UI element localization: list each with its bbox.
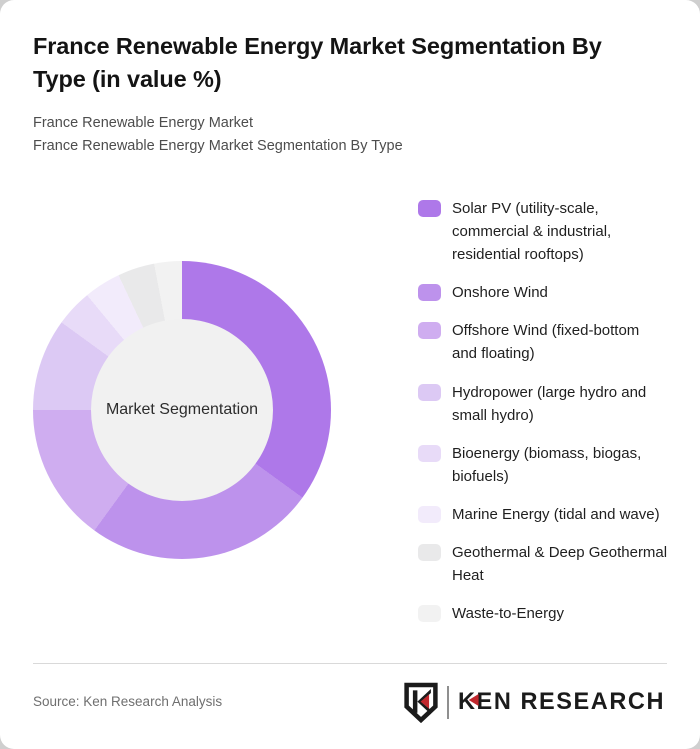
subtitle-line-1: France Renewable Energy Market: [33, 115, 254, 131]
page-title: France Renewable Energy Market Segmentat…: [33, 33, 602, 93]
brand-wordmark: K EN RESEARCH: [458, 688, 665, 716]
legend-item: Hydropower (large hydro and small hydro): [418, 381, 668, 427]
legend-label: Geothermal & Deep Geothermal Heat: [452, 544, 668, 585]
legend-swatch-icon: [418, 605, 441, 623]
legend-label: Offshore Wind (fixed-bottom and floating…: [452, 322, 640, 363]
legend-label: Bioenergy (biomass, biogas, biofuels): [452, 444, 642, 485]
legend-swatch-icon: [418, 444, 441, 462]
legend-item: Geothermal & Deep Geothermal Heat: [418, 541, 668, 587]
legend-swatch-icon: [418, 284, 441, 302]
ken-research-logo: K EN RESEARCH: [403, 681, 669, 723]
legend-swatch-icon: [418, 505, 441, 523]
legend-swatch-icon: [418, 322, 441, 340]
legend-swatch-icon: [418, 544, 441, 562]
legend-item: Offshore Wind (fixed-bottom and floating…: [418, 319, 668, 365]
donut-center-label: Market Segmentation: [105, 401, 259, 418]
brand-rest: EN RESEARCH: [476, 688, 665, 715]
legend-label: Onshore Wind: [452, 284, 548, 302]
legend-swatch-icon: [418, 383, 441, 401]
donut-hole: Market Segmentation: [91, 319, 273, 501]
source-text: Source: Ken Research Analysis: [33, 694, 223, 709]
legend-label: Waste-to-Energy: [452, 605, 564, 623]
legend-swatch-icon: [418, 200, 441, 217]
logo-separator: [446, 685, 449, 719]
legend-item: Marine Energy (tidal and wave): [418, 503, 668, 526]
legend-item: Onshore Wind: [418, 281, 668, 304]
subtitle-line-2: France Renewable Energy Market Segmentat…: [33, 138, 403, 155]
subtitle-block: France Renewable Energy Market France Re…: [33, 112, 658, 158]
brand-letter-k: K: [458, 688, 479, 716]
legend-label: Marine Energy (tidal and wave): [452, 505, 660, 523]
legend-label: Solar PV (utility-scale, commercial & in…: [452, 200, 612, 264]
red-triangle-icon: [468, 694, 479, 706]
donut-ring: Market Segmentation: [33, 261, 331, 559]
legend-item: Waste-to-Energy: [418, 602, 668, 625]
chart-legend: Solar PV (utility-scale, commercial & in…: [418, 197, 668, 625]
legend-item: Bioenergy (biomass, biogas, biofuels): [418, 442, 668, 488]
legend-label: Hydropower (large hydro and small hydro): [452, 383, 647, 424]
legend-item: Solar PV (utility-scale, commercial & in…: [418, 197, 668, 266]
footer-divider: [33, 663, 667, 664]
shield-k-icon: [404, 682, 438, 723]
